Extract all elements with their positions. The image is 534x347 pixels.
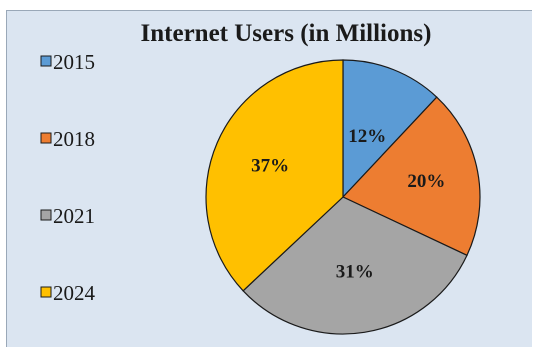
- data-label-2015: 12%: [348, 126, 386, 147]
- legend-item-2015: 2015: [40, 50, 95, 74]
- pie-slice-2021: [242, 196, 468, 335]
- legend-swatch-2024: [40, 286, 52, 298]
- pie-slice-2018: [341, 96, 481, 257]
- legend-label-2015: 2015: [53, 50, 95, 74]
- pie-slice-2015: [342, 59, 438, 199]
- data-labels: 12% 20% 31% 37%: [251, 126, 445, 283]
- legend-swatch-2018: [40, 132, 52, 144]
- data-label-2018: 20%: [407, 171, 445, 192]
- pie-slices: [205, 59, 481, 335]
- legend-item-2024: 2024: [40, 281, 96, 305]
- legend-swatch-2021: [40, 209, 52, 221]
- pie-slice-2024: [205, 59, 344, 292]
- data-label-2021: 31%: [336, 261, 374, 282]
- legend-label-2024: 2024: [53, 281, 96, 305]
- legend-swatch-2015: [40, 55, 52, 67]
- legend-item-2021: 2021: [40, 204, 95, 228]
- legend-label-2021: 2021: [53, 204, 95, 228]
- legend: 2015 2018 2021 2024: [40, 50, 96, 305]
- data-label-2024: 37%: [251, 155, 289, 176]
- legend-label-2018: 2018: [53, 127, 95, 151]
- legend-item-2018: 2018: [40, 127, 95, 151]
- chart-title: Internet Users (in Millions): [141, 20, 432, 47]
